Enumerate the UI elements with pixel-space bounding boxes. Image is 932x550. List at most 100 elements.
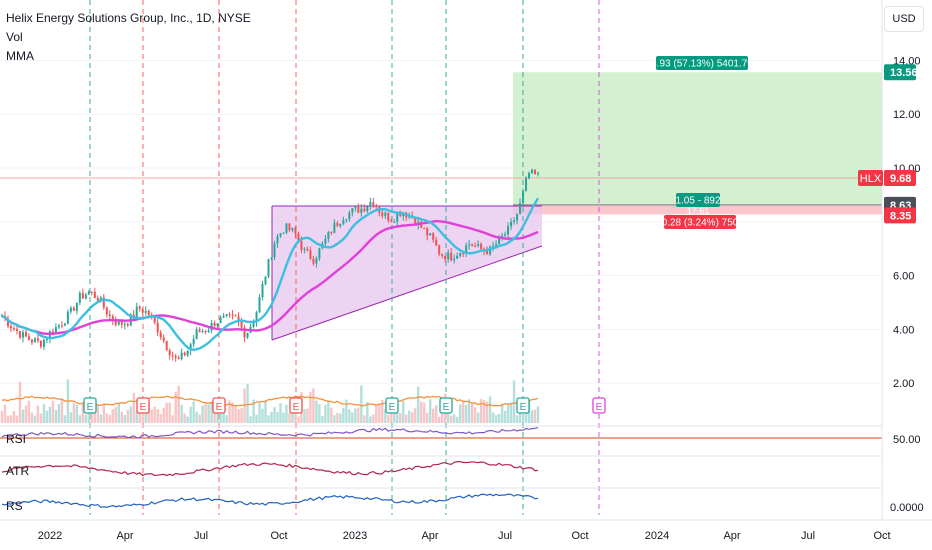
- volume-bar: [267, 415, 270, 423]
- target-price-badge-text: 13.56: [890, 67, 918, 79]
- volume-bar: [75, 405, 79, 423]
- target-price-badge-bg: [884, 64, 916, 81]
- volume-bar: [141, 413, 144, 423]
- volume-bar: [503, 410, 507, 423]
- volume-bar: [180, 404, 183, 423]
- volume-bar: [189, 406, 192, 423]
- earnings-label: E: [87, 402, 94, 413]
- volume-bar: [327, 400, 330, 423]
- candle-body: [255, 312, 258, 323]
- volume-bar: [240, 408, 243, 423]
- candle-body: [390, 220, 393, 222]
- volume-bar: [348, 409, 351, 423]
- candle-body: [123, 323, 126, 325]
- stop-info-label: 0.28 (3.24%) 750: [662, 215, 739, 229]
- volume-bar: [423, 402, 426, 423]
- volume-bar: [99, 414, 103, 423]
- volume-bar: [297, 416, 300, 423]
- candle-body: [66, 311, 69, 324]
- volume-bar: [354, 408, 357, 423]
- candle-body: [132, 314, 135, 317]
- volume-bar: [405, 414, 408, 423]
- earnings-marker: E: [289, 397, 303, 414]
- volume-bar: [54, 409, 58, 423]
- time-tick-label: Apr: [116, 530, 133, 542]
- candle-body: [9, 326, 12, 329]
- candle-body: [465, 245, 468, 254]
- volume-bar: [21, 409, 25, 423]
- volume-bar: [270, 411, 273, 423]
- volume-bars: [0, 379, 540, 423]
- candle-body: [243, 327, 246, 338]
- volume-bar: [276, 411, 279, 423]
- volume-bar: [234, 405, 237, 423]
- time-tick-label: Jul: [498, 530, 512, 542]
- current-price-badge-bg: [884, 170, 916, 186]
- target-info-label: 4.93 (57.13%) 5401.79: [651, 56, 753, 70]
- volume-bar: [524, 407, 528, 423]
- volume-bar: [533, 409, 537, 423]
- earnings-badge: [83, 397, 97, 414]
- volume-bar: [135, 410, 138, 423]
- volume-bar: [417, 386, 420, 423]
- candle-body: [81, 293, 84, 299]
- volume-bar: [48, 406, 52, 423]
- earnings-badge: [592, 397, 606, 414]
- candle-body: [474, 245, 477, 247]
- candle-body: [261, 284, 264, 298]
- candle-body: [12, 328, 15, 330]
- earnings-badge: [385, 397, 399, 414]
- volume-bar: [177, 385, 180, 423]
- candle-body: [486, 250, 489, 255]
- volume-bar: [509, 402, 513, 423]
- volume-bar: [324, 404, 327, 423]
- candle-body: [171, 355, 174, 357]
- volume-bar: [153, 406, 156, 423]
- volume-bar: [470, 404, 474, 423]
- stop-price-badge-bg: [884, 207, 916, 224]
- volume-bar: [222, 404, 225, 423]
- candle-body: [309, 250, 312, 259]
- atr-line: [1, 461, 539, 477]
- currency-button[interactable]: USD: [884, 6, 924, 32]
- candle-body: [306, 248, 309, 251]
- candle-body: [102, 297, 105, 308]
- volume-bar: [210, 401, 213, 423]
- earnings-label: E: [293, 402, 300, 413]
- volume-bar: [51, 400, 55, 423]
- candle-body: [279, 233, 282, 237]
- time-tick-label: Oct: [873, 530, 890, 542]
- candle-body: [48, 331, 51, 339]
- candle-body: [339, 223, 342, 226]
- volume-bar: [216, 406, 219, 423]
- candle-body: [342, 220, 345, 224]
- mid-info-label: 1.05 - 892: [675, 193, 721, 207]
- candle-body: [366, 206, 369, 212]
- volume-bar: [9, 415, 13, 423]
- candle-body: [69, 307, 72, 312]
- symbol-badge-bg: [858, 170, 883, 186]
- volume-bar: [198, 414, 201, 423]
- candle-body: [87, 291, 90, 295]
- time-tick-label: Jul: [194, 530, 208, 542]
- volume-bar: [488, 396, 492, 423]
- volume-bar: [360, 385, 363, 423]
- candle-body: [153, 316, 156, 323]
- candle-body: [438, 245, 441, 255]
- volume-bar: [15, 415, 19, 423]
- candle-body: [252, 322, 255, 327]
- volume-bar: [174, 392, 177, 423]
- volume-bar: [225, 415, 228, 423]
- volume-bar: [45, 410, 49, 423]
- position-labels: 4.93 (57.13%) 5401.79 1.05 - 892 0.28 (3.2…: [651, 56, 753, 229]
- candle-body: [492, 245, 495, 247]
- volume-bar: [431, 408, 435, 423]
- candle-body: [450, 252, 453, 261]
- volume-bar: [491, 412, 495, 423]
- volume-bar: [243, 388, 246, 423]
- candle-body: [504, 234, 507, 236]
- candle-body: [429, 233, 432, 236]
- candle-body: [363, 208, 366, 212]
